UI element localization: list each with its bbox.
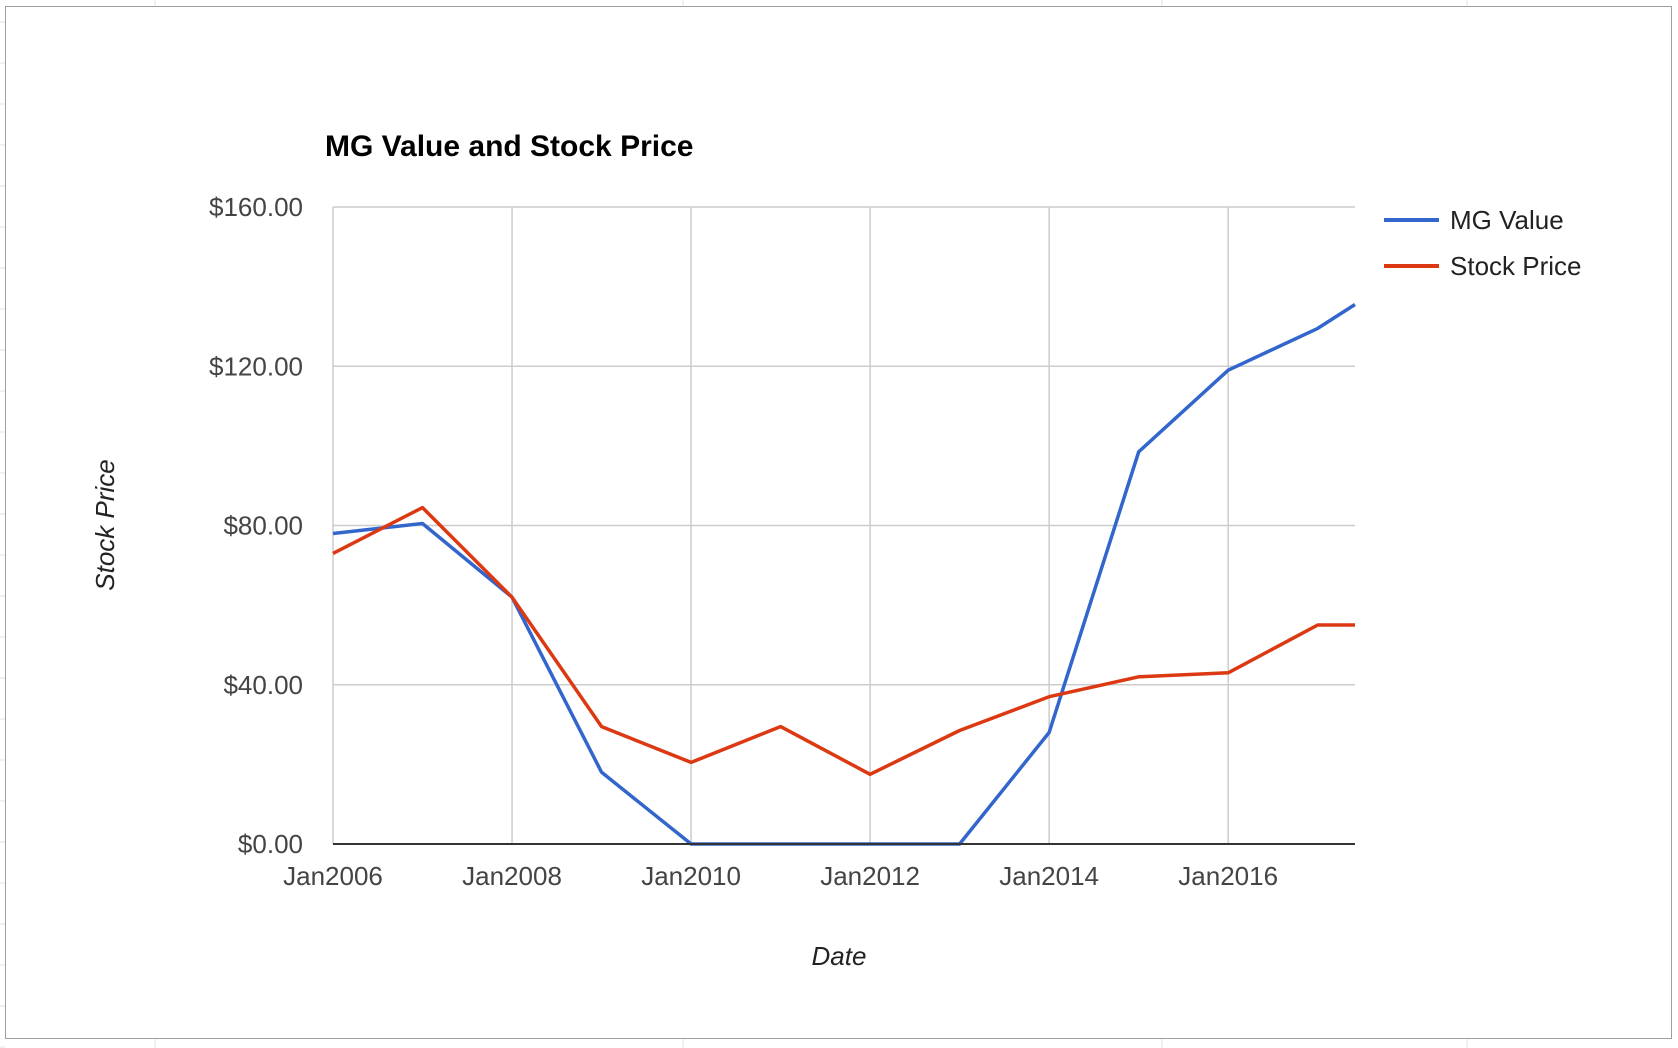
chart-gridlines (332, 206, 1355, 844)
x-tick-label: Jan2010 (641, 861, 741, 891)
x-tick-label: Jan2014 (999, 861, 1099, 891)
chart-series (332, 303, 1356, 846)
y-axis-title: Stock Price (90, 459, 120, 591)
line-chart: $0.00 $40.00 $80.00 $120.00 $160.00 Jan2006 Ja… (90, 130, 1582, 971)
series-line-mg-value (332, 303, 1356, 846)
x-axis-title: Date (812, 941, 867, 971)
x-tick-label: Jan2008 (462, 861, 562, 891)
y-tick-label: $120.00 (209, 351, 303, 381)
series-line-stock-price (332, 505, 1355, 777)
y-tick-label: $160.00 (209, 192, 303, 222)
chart-legend: MG Value Stock Price (1384, 205, 1582, 281)
x-tick-label: Jan2012 (820, 861, 920, 891)
x-tick-label: Jan2006 (283, 861, 383, 891)
legend-label-stock-price: Stock Price (1450, 251, 1582, 281)
y-tick-label: $80.00 (223, 511, 303, 541)
y-tick-label: $0.00 (238, 829, 303, 859)
chart-container[interactable]: $0.00 $40.00 $80.00 $120.00 $160.00 Jan2006 Ja… (5, 6, 1672, 1039)
x-tick-label: Jan2016 (1178, 861, 1278, 891)
y-tick-label: $40.00 (223, 670, 303, 700)
chart-axes: $0.00 $40.00 $80.00 $120.00 $160.00 Jan2006 Ja… (209, 192, 1355, 891)
chart-title: MG Value and Stock Price (325, 130, 693, 163)
legend-label-mg-value: MG Value (1450, 205, 1564, 235)
